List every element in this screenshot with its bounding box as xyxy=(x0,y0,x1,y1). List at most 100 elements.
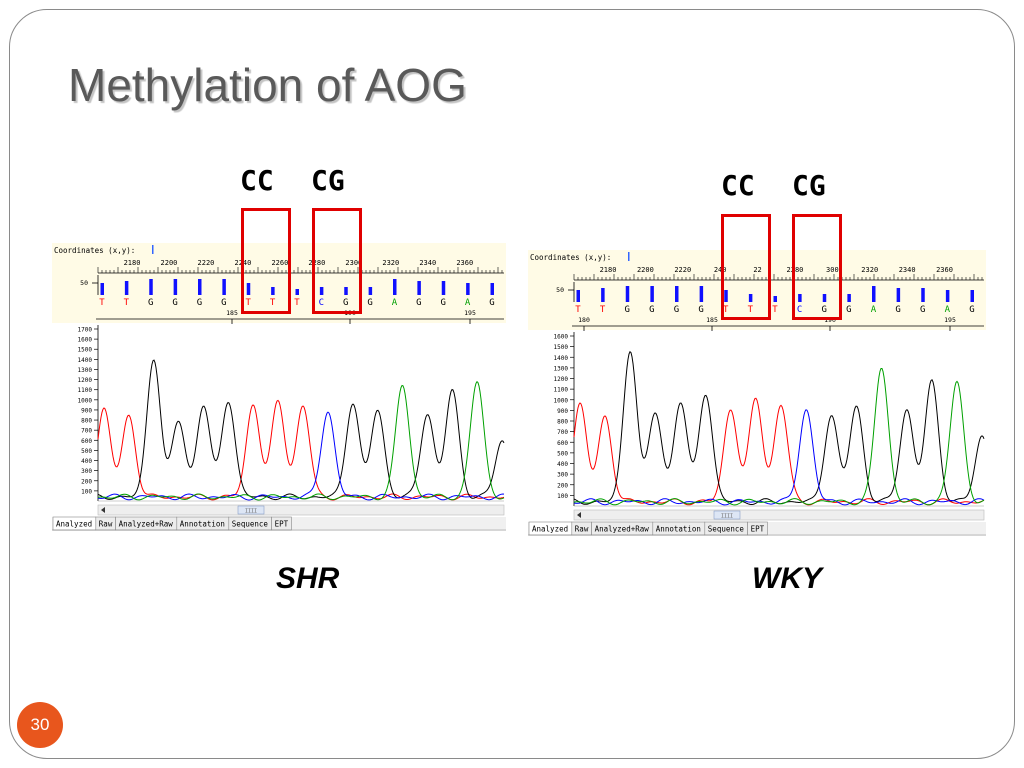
tab-label: Sequence xyxy=(708,525,745,534)
base-quality-bar xyxy=(625,286,630,302)
slide-number-badge: 30 xyxy=(17,702,63,748)
y-tick-label: 700 xyxy=(81,428,92,435)
horizontal-scrollbar xyxy=(97,504,505,516)
base-quality-bar xyxy=(271,287,275,295)
base-quality-bar xyxy=(724,290,728,302)
tab-label: Analyzed xyxy=(532,525,568,534)
scale-label: 2180 xyxy=(124,259,141,267)
wky-caption: WKY xyxy=(752,562,822,595)
base-call-g: G xyxy=(698,305,703,315)
tab-label: EPT xyxy=(751,525,765,534)
shr-cc-highlight-box xyxy=(241,208,291,314)
tab-label: Analyzed+Raw xyxy=(119,520,174,529)
base-quality-bar xyxy=(344,287,348,295)
base-call-c: C xyxy=(797,305,802,315)
scroll-left-arrow-icon[interactable] xyxy=(101,507,105,513)
base-call-g: G xyxy=(625,305,630,315)
base-quality-bar xyxy=(847,294,851,302)
bar-axis-label: 50 xyxy=(556,286,564,294)
position-marker: 180 xyxy=(578,316,590,324)
scroll-thumb-grip: IIII xyxy=(245,509,257,515)
scroll-thumb[interactable] xyxy=(237,505,265,515)
trace-c xyxy=(97,411,505,501)
base-quality-bar xyxy=(100,283,104,295)
y-tick-label: 600 xyxy=(81,438,92,445)
base-quality-bar xyxy=(417,281,421,295)
wky-cg-highlight-box xyxy=(792,214,842,320)
y-tick-label: 1300 xyxy=(78,367,93,374)
y-tick-label: 200 xyxy=(557,482,568,489)
scale-label: 2180 xyxy=(600,266,617,274)
base-call-g: G xyxy=(846,305,851,315)
y-tick-label: 1300 xyxy=(554,365,569,372)
scale-label: 2340 xyxy=(419,259,436,267)
scale-label: 2200 xyxy=(161,259,178,267)
base-call-c: C xyxy=(319,298,324,308)
base-call-g: G xyxy=(343,298,348,308)
base-quality-bar xyxy=(872,286,876,302)
base-call-t: T xyxy=(748,305,754,315)
scale-label: 2260 xyxy=(271,259,288,267)
y-tick-label: 1400 xyxy=(554,355,569,362)
scale-label: 2360 xyxy=(936,266,953,274)
base-call-t: T xyxy=(270,298,276,308)
base-quality-bar xyxy=(441,281,446,295)
base-call-a: A xyxy=(945,305,951,315)
wky-cc-label: CC xyxy=(721,169,755,202)
base-call-g: G xyxy=(148,298,153,308)
y-tick-label: 800 xyxy=(557,419,568,426)
scale-label: 2360 xyxy=(456,259,473,267)
trace-g xyxy=(97,359,505,501)
y-tick-label: 900 xyxy=(81,407,92,414)
y-tick-label: 1500 xyxy=(78,347,93,354)
y-tick-label: 1000 xyxy=(554,397,569,404)
bar-axis-label: 50 xyxy=(80,279,88,287)
coordinates-label: Coordinates (x,y): xyxy=(54,246,135,255)
shr-caption: SHR xyxy=(276,562,340,595)
scale-label: 300 xyxy=(826,266,839,274)
tab-label: Annotation xyxy=(656,525,701,534)
base-call-t: T xyxy=(723,305,729,315)
y-tick-label: 100 xyxy=(81,488,92,495)
base-call-g: G xyxy=(221,298,226,308)
y-tick-label: 1500 xyxy=(554,344,569,351)
y-tick-label: 300 xyxy=(557,472,568,479)
y-tick-label: 200 xyxy=(81,478,92,485)
base-call-t: T xyxy=(772,305,778,315)
trace-c xyxy=(573,409,985,506)
base-quality-bar xyxy=(124,281,129,295)
scroll-left-arrow-icon[interactable] xyxy=(577,512,581,518)
y-tick-label: 900 xyxy=(557,408,568,415)
y-tick-label: 400 xyxy=(81,458,92,465)
y-tick-label: 1000 xyxy=(78,397,93,404)
chromatogram-svg: Coordinates (x,y):2180 2200 2220 2240 2260 22… xyxy=(52,243,506,531)
tab-label: Raw xyxy=(575,525,589,534)
base-quality-bar xyxy=(490,283,494,295)
wky-cc-highlight-box xyxy=(721,214,771,320)
scale-label: 2220 xyxy=(198,259,215,267)
base-call-a: A xyxy=(465,298,471,308)
base-call-t: T xyxy=(575,305,581,315)
trace-a xyxy=(573,368,985,506)
scale-label: 2300 xyxy=(345,259,362,267)
position-marker: 185 xyxy=(226,309,238,317)
y-tick-label: 100 xyxy=(557,493,568,500)
y-tick-label: 300 xyxy=(81,468,92,475)
base-call-t: T xyxy=(294,298,300,308)
horizontal-scrollbar xyxy=(573,509,985,521)
y-tick-label: 1700 xyxy=(78,327,93,334)
scroll-thumb[interactable] xyxy=(713,510,741,520)
base-call-g: G xyxy=(172,298,177,308)
scale-label: 2320 xyxy=(861,266,878,274)
base-quality-bar xyxy=(970,290,974,302)
trace-a xyxy=(97,380,505,501)
y-tick-label: 800 xyxy=(81,418,92,425)
chromatogram-svg: Coordinates (x,y):2180 2200 2220 240 22 2280 3… xyxy=(528,250,986,536)
scale-label: 2320 xyxy=(382,259,399,267)
base-call-g: G xyxy=(441,298,446,308)
base-call-g: G xyxy=(416,298,421,308)
base-call-g: G xyxy=(920,305,925,315)
base-quality-bar xyxy=(149,279,153,295)
y-tick-label: 600 xyxy=(557,440,568,447)
coordinates-label: Coordinates (x,y): xyxy=(530,253,611,262)
